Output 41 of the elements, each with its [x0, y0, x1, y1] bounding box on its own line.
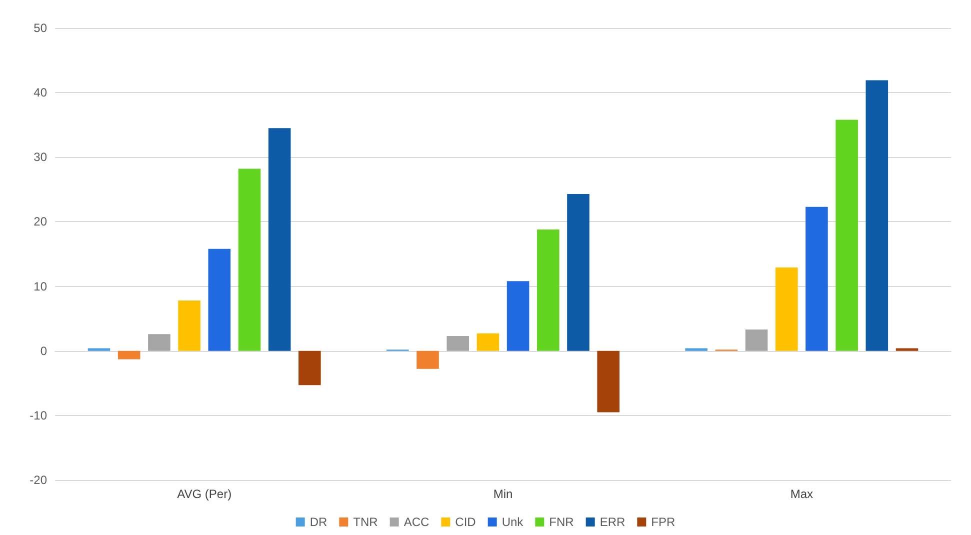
bar	[118, 350, 140, 360]
bar	[148, 334, 170, 351]
legend-label: DR	[310, 515, 328, 529]
bar	[685, 348, 708, 351]
bar	[775, 268, 798, 351]
bar	[536, 229, 560, 351]
bar	[567, 194, 590, 351]
bar	[806, 206, 828, 351]
y-tick-label: -20	[30, 473, 48, 487]
y-tick-label: 50	[34, 21, 48, 35]
legend-label: FNR	[549, 515, 574, 529]
bar	[896, 348, 918, 351]
bar	[506, 281, 530, 351]
y-tick-label: 30	[34, 150, 48, 164]
bar	[476, 333, 500, 351]
y-tick-label: 40	[34, 86, 48, 100]
bar	[597, 350, 620, 412]
bar	[208, 248, 231, 351]
x-tick-label: Max	[790, 487, 814, 501]
x-tick-label: AVG (Per)	[177, 487, 232, 501]
x-tick-label: Min	[493, 487, 513, 501]
bar	[178, 300, 200, 351]
y-tick-label: 10	[34, 279, 48, 294]
bar	[745, 330, 768, 351]
y-tick-label: 0	[40, 344, 48, 358]
legend-label: CID	[455, 515, 476, 529]
bar	[298, 350, 321, 386]
legend-label: ERR	[600, 515, 626, 529]
legend-label: ACC	[404, 515, 430, 529]
bar	[836, 120, 858, 351]
bar	[446, 336, 470, 351]
legend-label: FPR	[651, 515, 676, 529]
legend-label: Unk	[502, 515, 524, 529]
y-tick-label: -10	[30, 408, 48, 422]
bar	[88, 348, 110, 351]
bar	[268, 128, 291, 351]
y-tick-label: 20	[34, 214, 48, 229]
bar	[866, 80, 888, 351]
bar	[238, 168, 261, 351]
legend-label: TNR	[353, 515, 378, 529]
bar	[416, 350, 439, 369]
